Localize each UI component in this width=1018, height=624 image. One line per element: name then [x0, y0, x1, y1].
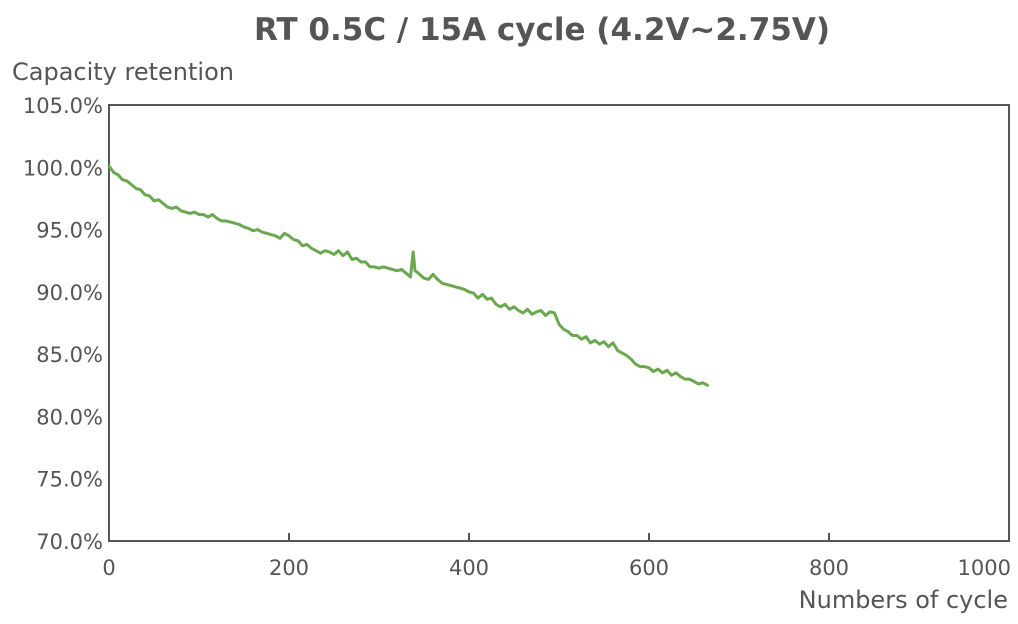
x-tick-labels: 0 200 400 600 800 1000: [102, 533, 1011, 580]
y-tick-labels: 70.0% 75.0% 80.0% 85.0% 90.0% 95.0% 100.0% 105.…: [23, 94, 103, 554]
y-tick-label: 105.0%: [23, 94, 103, 118]
y-tick-label: 75.0%: [36, 468, 103, 492]
y-tick-label: 90.0%: [36, 281, 103, 305]
x-axis-label: Numbers of cycle: [798, 586, 1008, 614]
series-line: [107, 164, 709, 387]
series-group: [107, 164, 709, 387]
y-tick-label: 70.0%: [36, 530, 103, 554]
x-tick-label: 200: [269, 556, 309, 580]
y-tick-label: 80.0%: [36, 405, 103, 429]
x-tick-label: 600: [629, 556, 669, 580]
x-tick-label: 800: [809, 556, 849, 580]
x-tick-label: 1000: [958, 556, 1011, 580]
chart-title: RT 0.5C / 15A cycle (4.2V~2.75V): [253, 12, 830, 48]
plot-area-frame: [108, 104, 1010, 542]
y-tick-label: 85.0%: [36, 343, 103, 367]
y-tick-label: 100.0%: [23, 156, 103, 180]
y-tick-label: 95.0%: [36, 219, 103, 243]
x-tick-label: 400: [449, 556, 489, 580]
x-tick-label: 0: [102, 556, 115, 580]
y-axis-label: Capacity retention: [12, 58, 234, 86]
